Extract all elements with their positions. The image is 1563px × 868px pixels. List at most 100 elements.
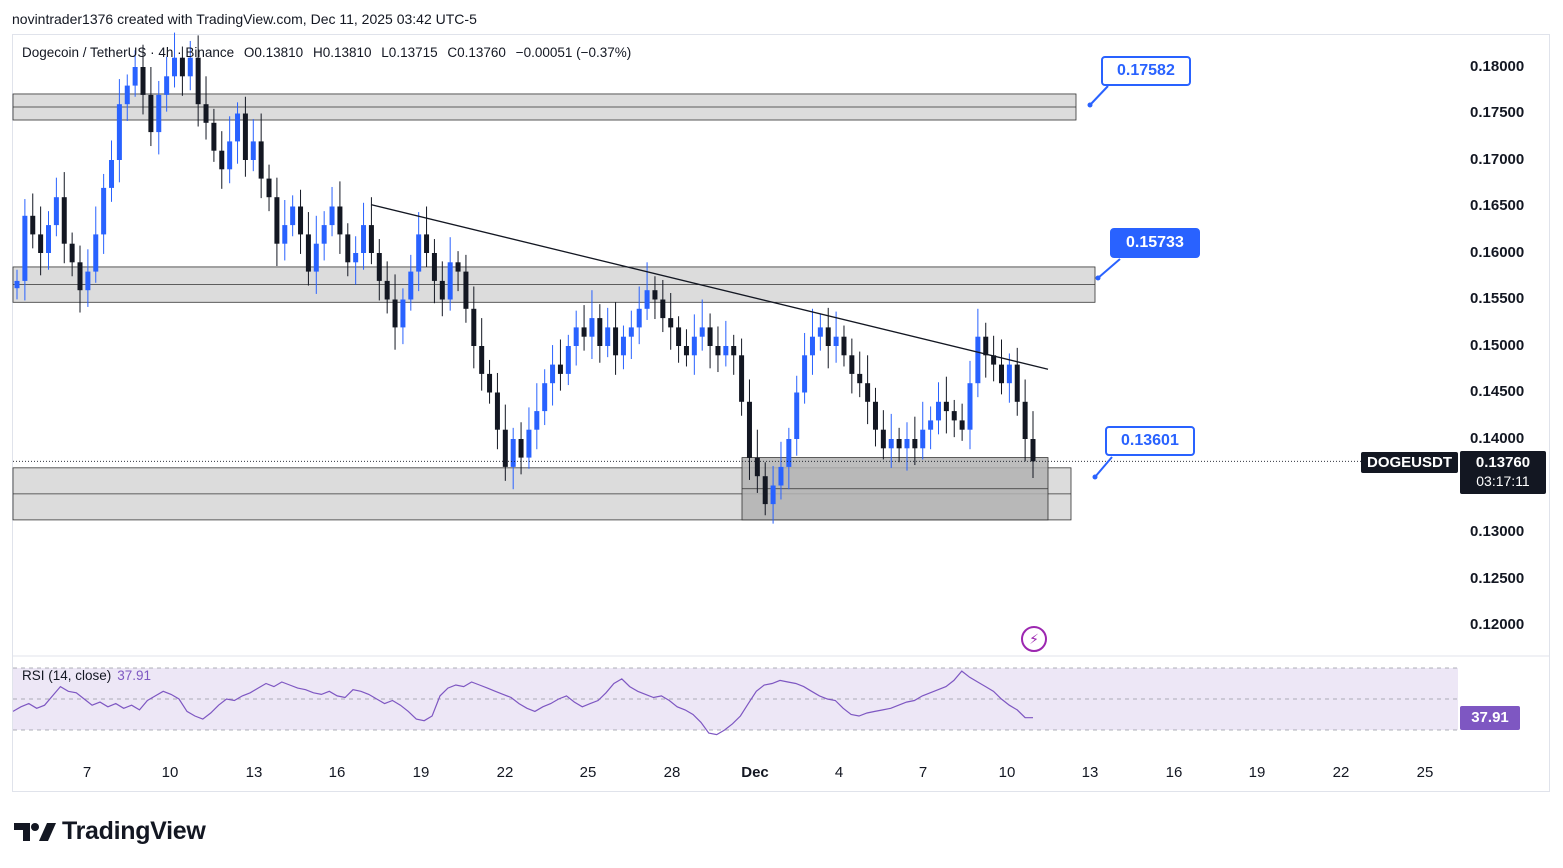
candle-body <box>920 429 926 449</box>
candle-body <box>589 318 595 337</box>
candle-body <box>487 373 493 393</box>
open-value: O0.13810 <box>243 45 304 60</box>
high-value: H0.13810 <box>312 45 372 60</box>
candle-body <box>290 206 296 226</box>
candle-body <box>235 113 241 142</box>
candle-body <box>683 346 689 356</box>
symbol-label[interactable]: Dogecoin / TetherUS · 4h · Binance <box>22 45 235 60</box>
candle-body <box>557 364 563 374</box>
candle-body <box>274 197 280 244</box>
candle-body <box>85 271 91 291</box>
rsi-line <box>12 670 1034 736</box>
candle-body <box>172 57 178 77</box>
candle-body <box>802 355 808 393</box>
candle-body <box>865 383 871 402</box>
candle-body <box>93 234 99 272</box>
callout-anchor-dot <box>1087 102 1093 108</box>
y-tick: 0.15500 <box>1470 290 1525 307</box>
candle-body <box>392 299 398 328</box>
candle-body <box>833 336 839 346</box>
candle-body <box>660 299 666 319</box>
candle-body <box>794 392 800 439</box>
x-tick: 28 <box>663 764 681 781</box>
candle-body <box>644 290 650 309</box>
candle-body <box>762 476 768 505</box>
candle-body <box>384 280 390 300</box>
x-tick: 10 <box>161 764 179 781</box>
candle-body <box>361 225 367 253</box>
x-tick: 25 <box>1416 764 1434 781</box>
candle-body <box>526 429 532 458</box>
rsi-legend-value: 37.91 <box>117 668 152 683</box>
x-tick: 4 <box>834 764 844 781</box>
candle-body <box>140 67 146 95</box>
tradingview-logo[interactable]: TradingView <box>14 817 206 846</box>
candle-body <box>463 271 469 309</box>
y-tick: 0.17500 <box>1470 104 1525 121</box>
candle-body <box>242 113 248 160</box>
candle-body <box>825 327 831 346</box>
candle-body <box>321 225 327 244</box>
candle-body <box>38 234 44 253</box>
rsi-legend[interactable]: RSI (14, close) 37.91 <box>22 668 151 683</box>
candle-body <box>912 439 918 449</box>
last-price: 0.13760 <box>1475 454 1531 471</box>
callout-pointer <box>1089 85 1109 106</box>
candle-body <box>368 225 374 253</box>
rsi-last-tag: 37.91 <box>1460 706 1520 730</box>
candle-body <box>518 439 524 458</box>
x-tick: 16 <box>1165 764 1183 781</box>
candle-body <box>424 234 430 253</box>
candle-body <box>471 308 477 346</box>
lightning-icon[interactable]: ⚡ <box>1021 626 1047 652</box>
candle-body <box>510 439 516 467</box>
candle-body <box>951 411 957 421</box>
candle-body <box>904 439 910 449</box>
candle-body <box>550 364 556 384</box>
candle-body <box>652 290 658 300</box>
callout-0-13601[interactable]: 0.13601 <box>1105 426 1195 456</box>
candle-body <box>101 187 107 235</box>
x-tick: 13 <box>1081 764 1099 781</box>
candle-body <box>30 215 36 235</box>
candle-body <box>195 57 201 105</box>
candle-body <box>1030 439 1036 462</box>
candle-body <box>715 346 721 356</box>
candle-body <box>116 104 122 160</box>
y-tick: 0.17000 <box>1470 151 1525 168</box>
candle-body <box>298 206 304 235</box>
candle-body <box>109 160 115 188</box>
candle-body <box>786 439 792 467</box>
candle-body <box>1014 364 1020 402</box>
candle-body <box>739 355 745 402</box>
candle-body <box>691 336 697 356</box>
candle-body <box>597 318 603 346</box>
candle-body <box>329 206 335 226</box>
callout-0-15733[interactable]: 0.15733 <box>1110 228 1200 258</box>
candle-body <box>400 299 406 328</box>
candle-body <box>668 318 674 328</box>
candle-body <box>22 215 28 281</box>
candle-body <box>857 373 863 384</box>
candle-body <box>416 234 422 272</box>
y-tick: 0.12000 <box>1470 616 1525 633</box>
last-price-tag: 0.13760 03:17:11 <box>1460 451 1546 494</box>
candle-body <box>613 327 619 356</box>
rsi-title: RSI (14, close) <box>22 668 112 683</box>
candle-body <box>124 85 130 105</box>
y-tick: 0.14000 <box>1470 430 1525 447</box>
candle-body <box>967 383 973 430</box>
chart-frame <box>12 34 1550 792</box>
candle-body <box>872 401 878 430</box>
candle-body <box>998 364 1004 384</box>
candle-body <box>959 420 965 430</box>
candle-body <box>991 355 997 365</box>
callout-0-17582[interactable]: 0.17582 <box>1101 56 1191 86</box>
candle-body <box>203 104 209 123</box>
candle-body <box>455 262 461 272</box>
candle-body <box>770 485 776 505</box>
candle-body <box>132 67 138 86</box>
candle-body <box>447 262 453 300</box>
candle-body <box>817 327 823 337</box>
